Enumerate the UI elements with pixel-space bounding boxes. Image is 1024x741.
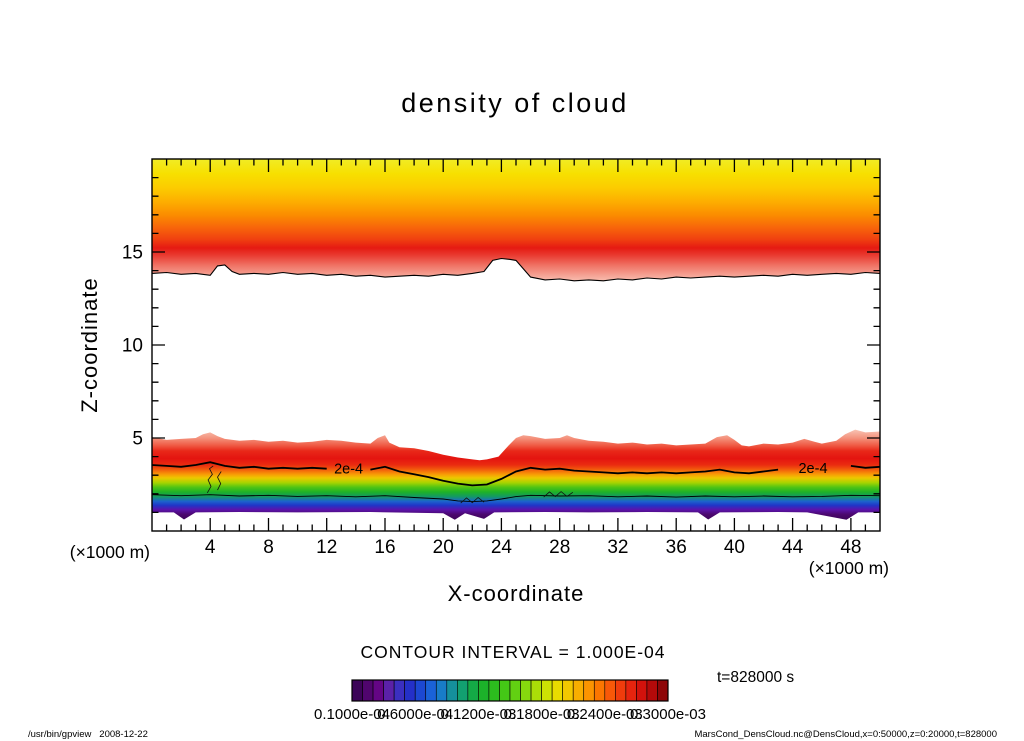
contour-label-2e-4: 2e-4 <box>798 461 827 477</box>
colorbar-cell <box>615 679 627 702</box>
x-tick-label: 24 <box>491 537 513 558</box>
x-tick-label: 32 <box>607 537 628 558</box>
colorbar: 0.1000e-040.6000e-040.1200e-030.1800e-03… <box>314 679 706 723</box>
colorbar-cell <box>478 679 490 702</box>
upper-band-contour-line <box>151 257 881 282</box>
x-tick-label: 12 <box>316 537 337 558</box>
colorbar-cell <box>499 679 511 702</box>
minor-contour-squiggle <box>460 496 485 504</box>
x-unit-label: (×1000 m) <box>809 558 889 578</box>
contour-label-2e-4: 2e-4 <box>334 461 363 477</box>
time-label: t=828000 s <box>717 669 794 686</box>
colorbar-cell <box>383 679 395 702</box>
x-axis-label: X-coordinate <box>448 581 585 606</box>
colorbar-cell <box>657 679 669 702</box>
colorbar-cell <box>425 679 437 702</box>
axes-layer <box>151 158 881 532</box>
contour-lines-layer: 2e-4 2e-4 <box>151 257 881 504</box>
colorbar-tick-label: 0.1200e-03 <box>440 706 516 723</box>
contour-line-2e-4 <box>151 461 327 470</box>
colorbar-cell <box>604 679 616 702</box>
colorbar-cell <box>562 679 574 702</box>
colorbar-tick-label: 0.6000e-04 <box>377 706 453 723</box>
x-tick-label: 8 <box>263 537 274 558</box>
upper-cloud-band <box>152 159 880 281</box>
colorbar-cell <box>404 679 416 702</box>
colorbar-cell <box>530 679 542 702</box>
contour-line-2e-4 <box>370 465 779 487</box>
y-tick-label: 15 <box>122 243 143 264</box>
contour-line-2e-4 <box>850 465 881 469</box>
colorbar-cell <box>583 679 595 702</box>
x-tick-label: 4 <box>205 537 216 558</box>
colorbar-cell <box>414 679 427 702</box>
x-tick-label: 44 <box>782 537 804 558</box>
z-unit-label: (×1000 m) <box>70 542 150 562</box>
colorbar-tick-label: 0.3000e-03 <box>630 706 706 723</box>
colorbar-cell <box>457 679 469 702</box>
x-tick-label: 36 <box>666 537 687 558</box>
colorbar-tick-label: 0.1000e-04 <box>314 706 390 723</box>
contour-interval-label: CONTOUR INTERVAL = 1.000E-04 <box>360 642 665 662</box>
minor-contour-squiggle <box>217 471 222 491</box>
minor-contour-squiggle <box>206 465 214 494</box>
colorbar-tick-label: 0.2400e-03 <box>567 706 643 723</box>
colorbar-cell <box>351 679 363 702</box>
x-tick-label: 20 <box>433 537 454 558</box>
x-tick-label: 40 <box>724 537 745 558</box>
x-tick-label: 48 <box>840 537 861 558</box>
colorbar-cell <box>520 679 532 702</box>
y-tick-label: 5 <box>132 429 143 450</box>
colorbar-cell <box>509 679 521 702</box>
colorbar-border <box>351 679 669 702</box>
colorbar-cell <box>393 679 405 702</box>
axis-ticks <box>152 159 880 531</box>
footer-dataset-label: MarsCond_DensCloud.nc@DensCloud,x=0:5000… <box>694 729 997 740</box>
footer-command-label: /usr/bin/gpview 2008-12-22 <box>28 729 148 740</box>
colorbar-cell <box>372 679 384 702</box>
minor-contour-squiggle <box>543 491 574 498</box>
colorbar-cell <box>435 679 448 702</box>
colorbar-cell <box>551 679 563 702</box>
colorbar-cell <box>488 679 500 702</box>
colorbar-cell <box>467 679 479 702</box>
contour-fill-layer <box>152 159 880 520</box>
colorbar-cell <box>646 679 658 702</box>
x-tick-label: 28 <box>549 537 570 558</box>
plot-title: density of cloud <box>401 88 629 118</box>
thin-contour-line <box>151 494 881 503</box>
colorbar-cell <box>362 679 374 702</box>
z-axis-label: Z-coordinate <box>77 277 102 413</box>
colorbar-cell <box>572 679 585 702</box>
lower-cloud-band <box>152 429 880 520</box>
colorbar-cell <box>541 679 553 702</box>
colorbar-cell <box>446 679 458 702</box>
colorbar-cell <box>636 679 648 702</box>
colorbar-tick-label: 0.1800e-03 <box>504 706 580 723</box>
x-tick-label: 16 <box>374 537 395 558</box>
colorbar-cell <box>625 679 637 702</box>
colorbar-cell <box>593 679 606 702</box>
y-tick-label: 10 <box>122 336 143 357</box>
